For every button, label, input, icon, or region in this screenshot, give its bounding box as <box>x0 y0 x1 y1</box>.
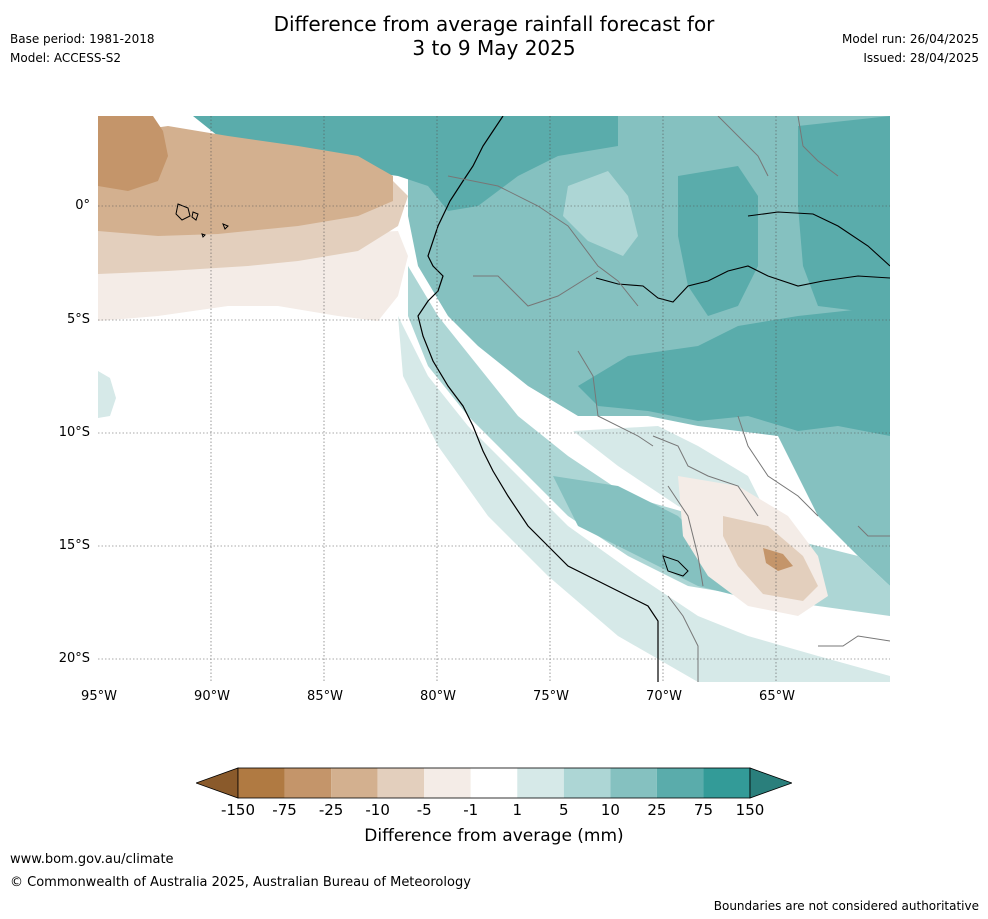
region-wet-10-peru-south <box>553 476 738 596</box>
region-wet-25-north <box>193 116 618 211</box>
colorbar-tick-label: -75 <box>272 801 297 819</box>
colorbar-swatch <box>238 768 285 798</box>
lon-label-65w: 65°W <box>759 689 795 704</box>
lat-label-10s: 10°S <box>58 425 90 440</box>
lon-label-90w: 90°W <box>194 689 230 704</box>
lon-label-75w: 75°W <box>533 689 569 704</box>
meta-left: Base period: 1981-2018 Model: ACCESS-S2 <box>10 30 155 68</box>
lon-label-85w: 85°W <box>307 689 343 704</box>
rainfall-map <box>98 116 890 682</box>
region-dry-10-ocean <box>98 126 393 236</box>
region-wet-10 <box>398 116 890 586</box>
title-line-1: Difference from average rainfall forecas… <box>273 12 715 36</box>
colorbar <box>194 766 794 800</box>
footer-url[interactable]: www.bom.gov.au/climate <box>10 852 174 867</box>
meta-right: Model run: 26/04/2025 Issued: 28/04/2025 <box>842 30 979 68</box>
region-wet-25-east <box>798 116 890 326</box>
base-period-text: Base period: 1981-2018 <box>10 32 155 46</box>
region-dry-25-altiplano <box>763 548 793 571</box>
colorbar-tick-label: 75 <box>693 801 713 819</box>
region-wet-1-west <box>98 371 116 418</box>
chart-title: Difference from average rainfall forecas… <box>0 12 988 60</box>
colorbar-tick-label: -25 <box>318 801 344 819</box>
colorbar-swatch <box>563 768 611 798</box>
colorbar-swatch <box>284 768 332 798</box>
lake-titicaca <box>662 555 689 577</box>
colorbar-swatch <box>656 768 704 798</box>
issued-text: Issued: 28/04/2025 <box>863 51 979 65</box>
colorbar-tick-label: -1 <box>463 801 479 819</box>
lon-label-80w: 80°W <box>420 689 456 704</box>
rio-negro <box>747 211 890 267</box>
footer-copyright: © Commonwealth of Australia 2025, Austra… <box>10 875 471 890</box>
region-wet-5-light-col <box>563 171 638 256</box>
colorbar-swatches <box>194 767 794 799</box>
title-line-2: 3 to 9 May 2025 <box>412 36 576 60</box>
galapagos-islands <box>175 203 229 238</box>
colorbar-svg <box>194 767 794 799</box>
region-wet-25-col <box>678 166 758 316</box>
colorbar-swatch <box>703 768 750 798</box>
lon-label-95w: 95°W <box>81 689 117 704</box>
region-wet-25-amazon <box>578 306 890 436</box>
colorbar-title: Difference from average (mm) <box>364 826 624 846</box>
colorbar-tick-label: 25 <box>647 801 667 819</box>
colorbar-tick-label: -150 <box>220 801 256 819</box>
colorbar-tick-label: 150 <box>735 801 765 819</box>
footer-disclaimer: Boundaries are not considered authoritat… <box>713 899 979 913</box>
colorbar-swatch <box>331 768 378 798</box>
colorbar-swatch <box>610 768 657 798</box>
colorbar-tick-label: 5 <box>559 801 569 819</box>
lat-label-0: 0° <box>75 198 90 213</box>
colorbar-extend-low <box>194 767 239 799</box>
country-boundaries <box>447 116 890 682</box>
colorbar-swatch <box>517 768 564 798</box>
coastline <box>417 116 659 682</box>
colorbar-swatch <box>377 768 425 798</box>
colorbar-tick-label: 10 <box>600 801 620 819</box>
lon-label-70w: 70°W <box>646 689 682 704</box>
colorbar-tick-label: -10 <box>365 801 390 819</box>
grid <box>98 116 890 682</box>
lat-label-5s: 5°S <box>66 312 90 327</box>
colorbar-extend-high <box>749 767 794 799</box>
colorbar-swatch <box>424 768 471 798</box>
lat-label-20s: 20°S <box>58 651 90 666</box>
model-text: Model: ACCESS-S2 <box>10 51 122 65</box>
amazon-river <box>595 265 890 303</box>
region-dry-25-ocean <box>98 116 168 191</box>
colorbar-tick-label: 1 <box>512 801 523 819</box>
lat-label-15s: 15°S <box>58 538 90 553</box>
colorbar-tick-label: -5 <box>416 801 432 819</box>
model-run-text: Model run: 26/04/2025 <box>841 32 979 46</box>
colorbar-swatch <box>470 768 518 798</box>
region-wet-1-peru <box>398 316 890 682</box>
map-panel <box>98 116 890 682</box>
